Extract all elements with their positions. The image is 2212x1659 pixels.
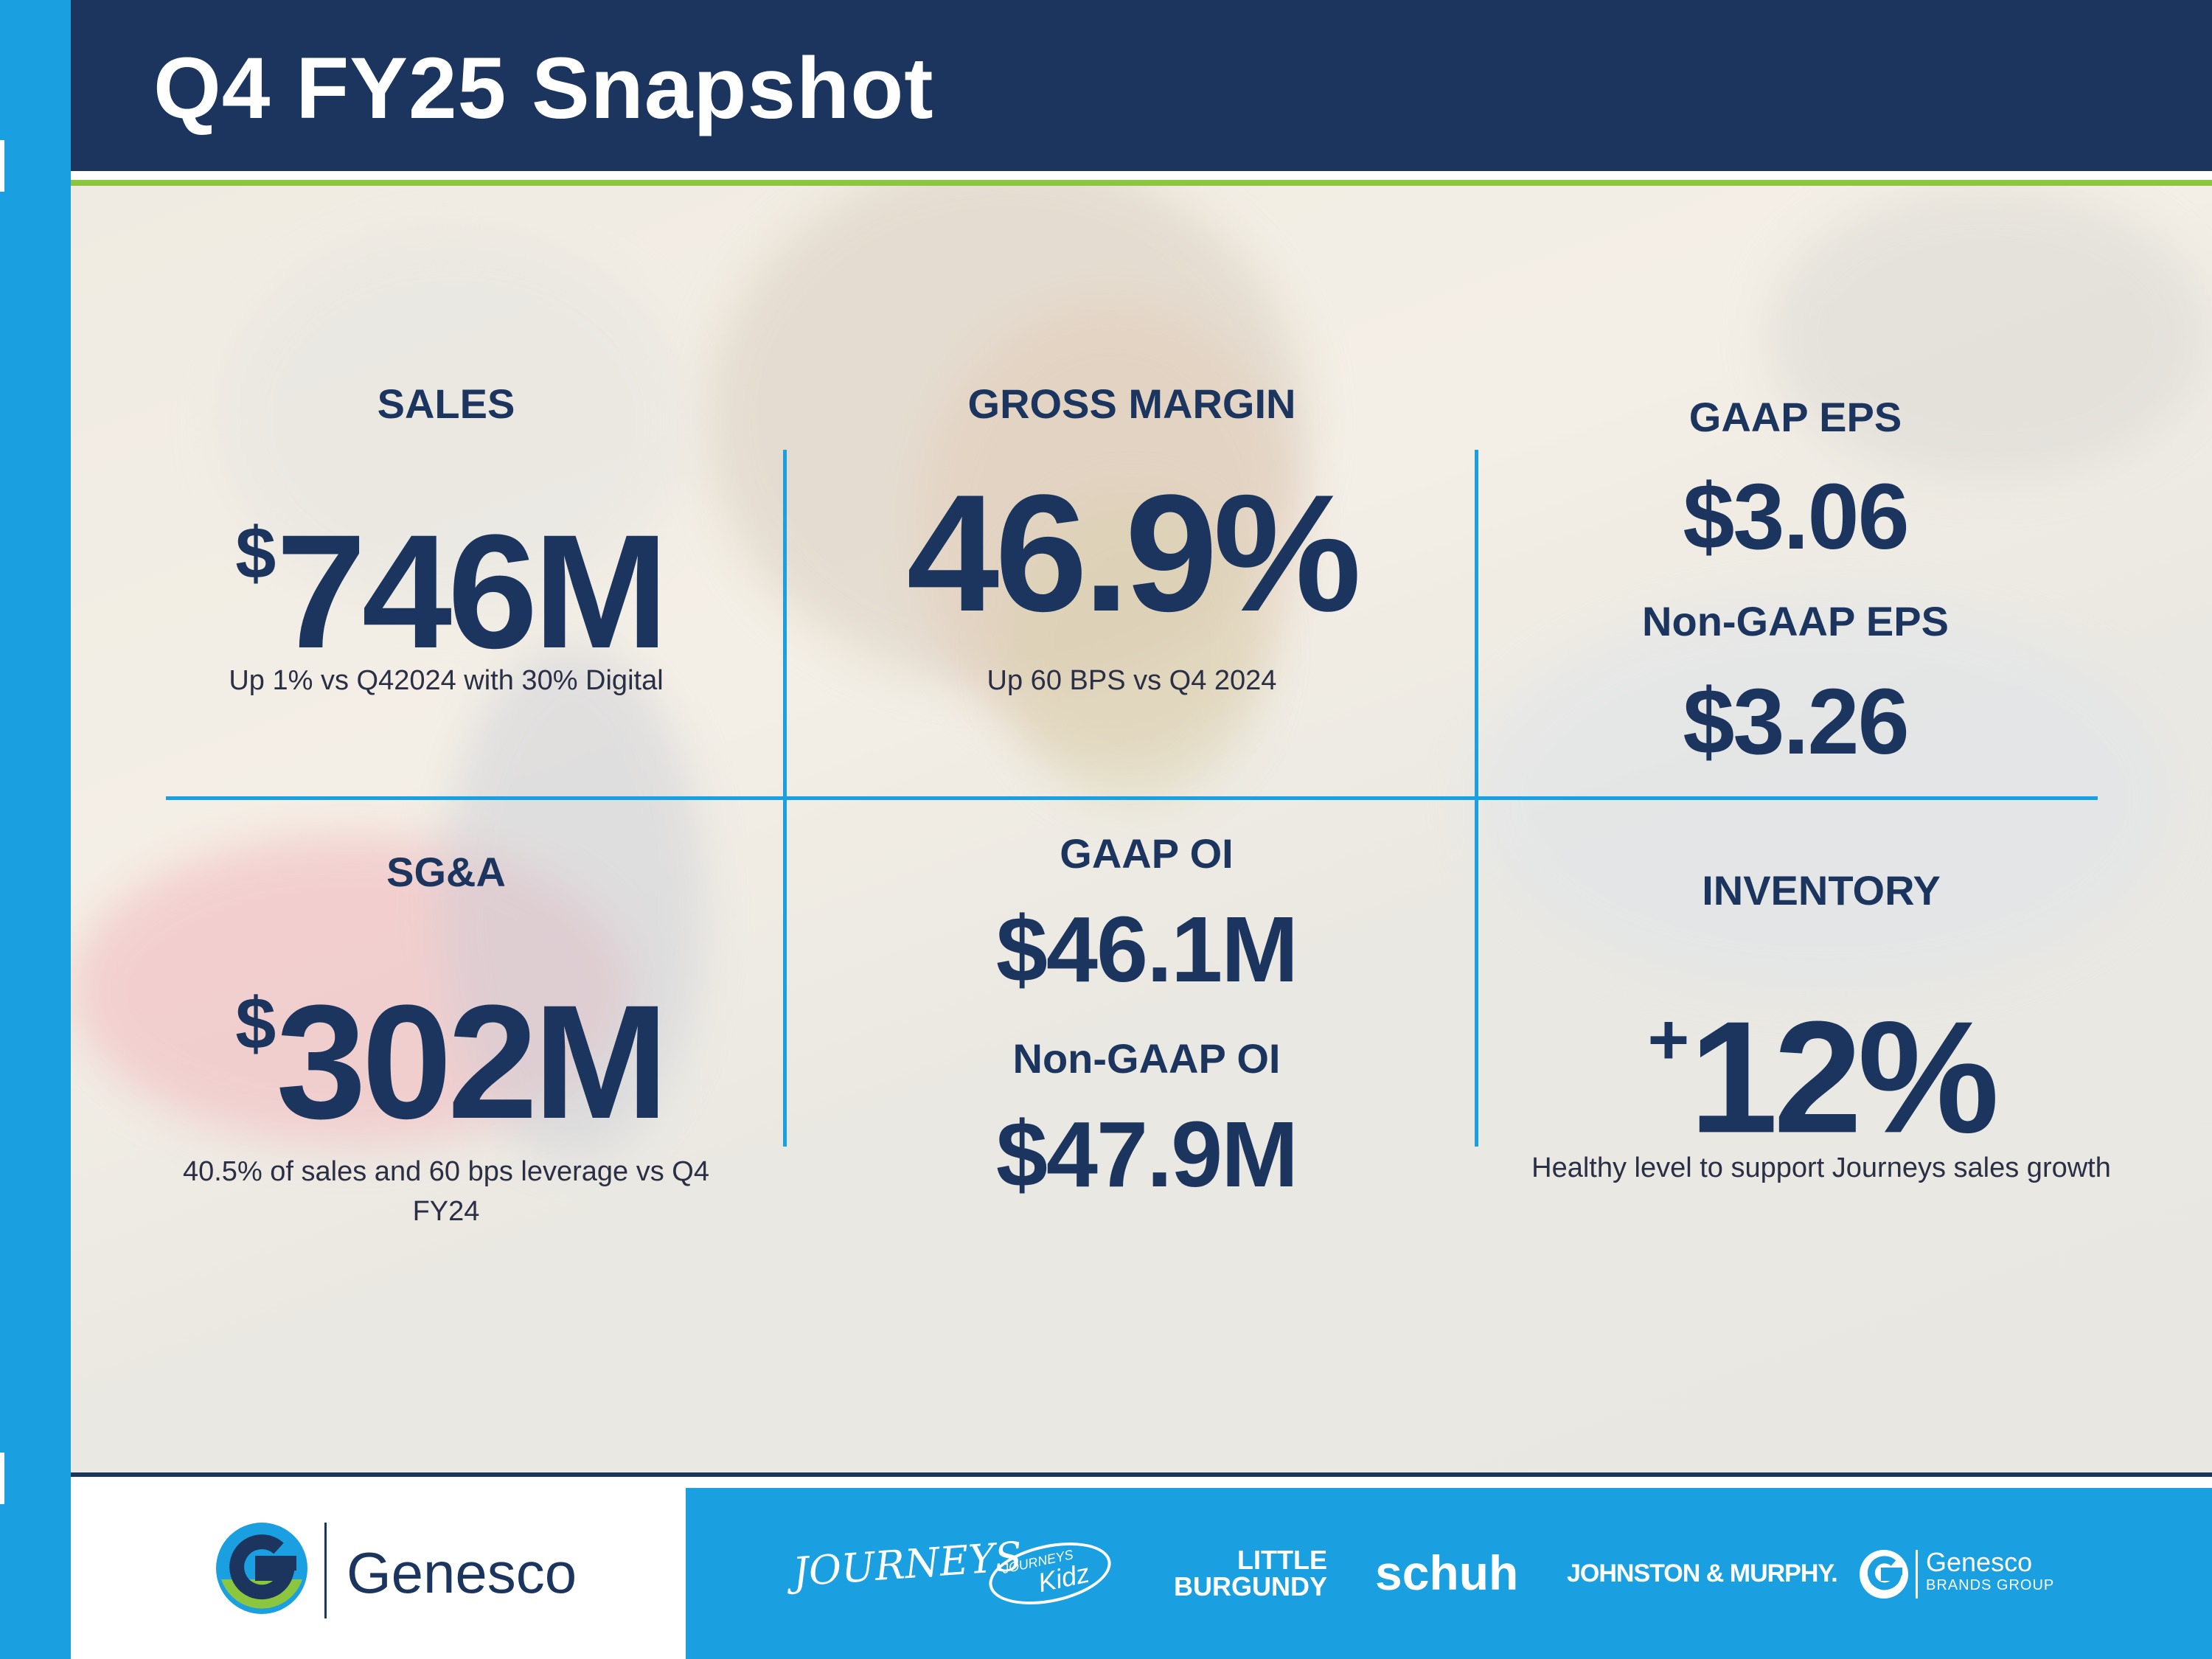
- grid-divider-horizontal: [166, 796, 2098, 800]
- photo-shape: [1000, 495, 1265, 805]
- background-photo: [71, 186, 2212, 1472]
- sales-currency: $: [235, 512, 276, 594]
- sales-label: SALES: [377, 380, 515, 427]
- non-gaap-eps-label: Non-GAAP EPS: [1642, 598, 1949, 644]
- schuh-logo: schuh: [1375, 1545, 1519, 1600]
- genesco-wordmark: Genesco: [347, 1540, 577, 1605]
- sga-label: SG&A: [386, 849, 506, 895]
- stripe-tick: [0, 1453, 4, 1504]
- footer-rule: [71, 1472, 2212, 1477]
- photo-shape: [1767, 186, 2209, 481]
- sga-currency: $: [235, 982, 276, 1064]
- sales-value: $746M: [170, 472, 730, 672]
- sga-note-line-1: 40.5% of sales and 60 bps leverage vs Q4: [182, 1156, 709, 1187]
- gross-margin-note: Up 60 BPS vs Q4 2024: [987, 665, 1277, 696]
- inventory-value: +12%: [1556, 962, 2087, 1156]
- genesco-logo-icon: [216, 1523, 307, 1614]
- gaap-oi-value: $46.1M: [995, 897, 1298, 1001]
- genesco-brands-top: Genesco: [1926, 1547, 2033, 1577]
- non-gaap-oi-value: $47.9M: [995, 1102, 1298, 1206]
- genesco-brands-logo: Genesco BRANDS GROUP: [1926, 1548, 2054, 1594]
- gaap-eps-label: GAAP EPS: [1688, 394, 1902, 440]
- inventory-sign: +: [1647, 999, 1690, 1079]
- inventory-amount: 12%: [1689, 987, 1999, 1166]
- photo-shape: [71, 835, 631, 1144]
- sales-amount: 746M: [276, 501, 668, 683]
- non-gaap-oi-label: Non-GAAP OI: [1012, 1035, 1281, 1082]
- gross-margin-value: 46.9%: [906, 459, 1362, 646]
- inventory-label: INVENTORY: [1702, 867, 1941, 914]
- genesco-brands-icon: [1860, 1550, 1908, 1599]
- sales-note: Up 1% vs Q42024 with 30% Digital: [229, 665, 664, 696]
- sga-value: $302M: [170, 942, 730, 1143]
- photo-shape: [439, 643, 705, 1159]
- inventory-note: Healthy level to support Journeys sales …: [1531, 1152, 2111, 1183]
- little-burgundy-top: LITTLE: [1237, 1545, 1327, 1575]
- gaap-eps-value: $3.06: [1683, 465, 1909, 568]
- sga-note: 40.5% of sales and 60 bps leverage vs Q4…: [125, 1152, 767, 1231]
- logo-divider: [324, 1523, 327, 1618]
- genesco-brands-bottom: BRANDS GROUP: [1926, 1577, 2055, 1593]
- left-accent-stripe: [0, 0, 71, 1659]
- gaap-oi-label: GAAP OI: [1060, 830, 1234, 877]
- genesco-brands-divider: [1916, 1550, 1918, 1599]
- header-bar: Q4 FY25 Snapshot: [71, 0, 2212, 171]
- footer-brands-panel: [686, 1488, 2212, 1659]
- header-green-rule: [71, 180, 2212, 186]
- sga-amount: 302M: [276, 971, 668, 1153]
- stripe-tick: [0, 140, 4, 192]
- photo-shape: [705, 186, 1310, 687]
- footer-logo-panel: [71, 1477, 686, 1659]
- sga-note-line-2: FY24: [412, 1196, 480, 1227]
- page-title: Q4 FY25 Snapshot: [153, 40, 934, 137]
- little-burgundy-logo: LITTLE BURGUNDY: [1158, 1547, 1327, 1600]
- little-burgundy-bottom: BURGUNDY: [1173, 1571, 1327, 1601]
- photo-shape: [218, 230, 690, 613]
- johnston-murphy-logo: JOHNSTON & MURPHY.: [1567, 1559, 1838, 1587]
- non-gaap-eps-value: $3.26: [1683, 669, 1909, 773]
- photo-shape: [919, 304, 1302, 761]
- gross-margin-label: GROSS MARGIN: [967, 380, 1296, 427]
